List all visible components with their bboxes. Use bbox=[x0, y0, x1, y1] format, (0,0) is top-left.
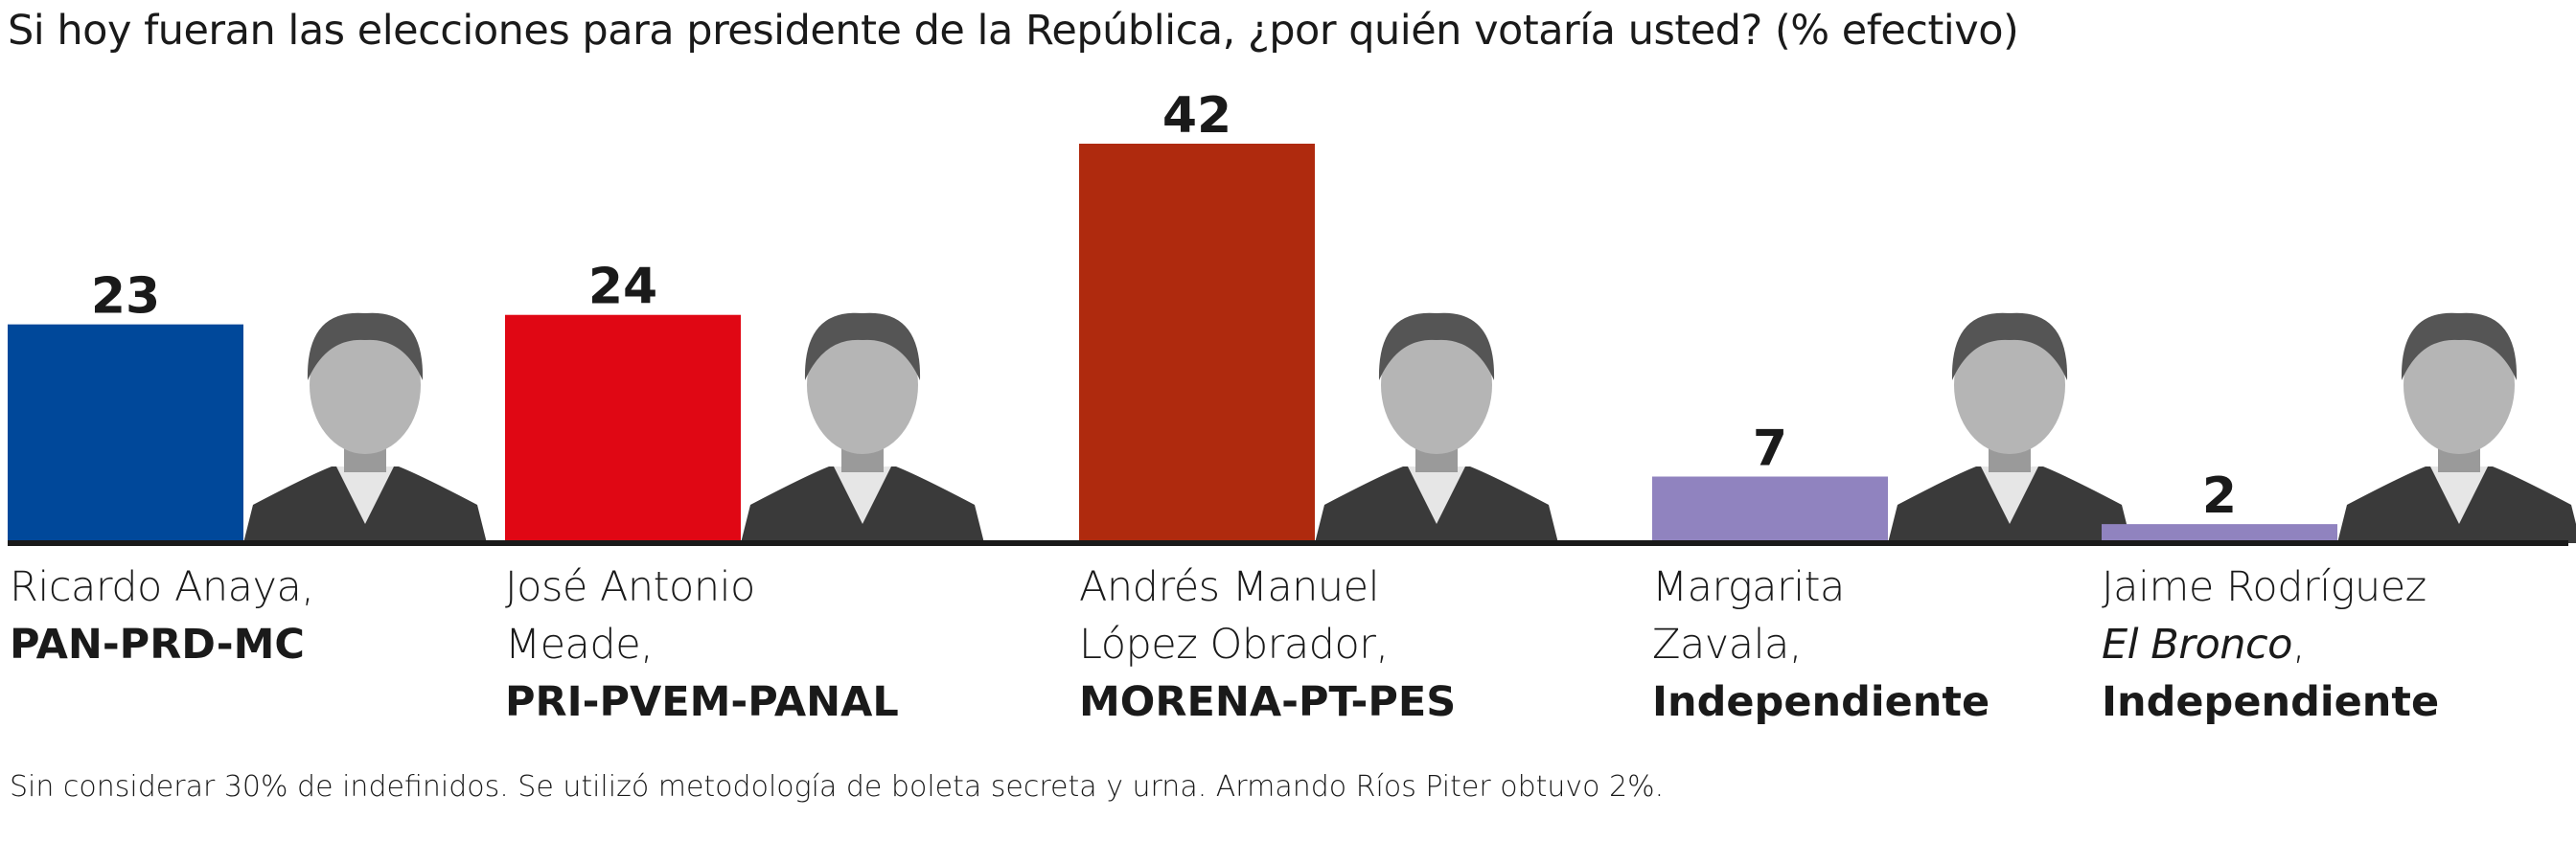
chart-title: Si hoy fueran las elecciones para presid… bbox=[8, 7, 2019, 55]
candidate-name-line: José Antonio bbox=[505, 563, 755, 611]
value-label-0: 23 bbox=[91, 268, 160, 326]
candidate-party: PRI-PVEM-PANAL bbox=[505, 678, 899, 726]
chart-footnote: Sin considerar 30% de indefinidos. Se ut… bbox=[10, 770, 1665, 804]
value-label-4: 2 bbox=[2202, 467, 2237, 525]
bar-2 bbox=[1079, 144, 1315, 543]
candidate-label-anaya: Ricardo Anaya, PAN-PRD-MC bbox=[10, 558, 314, 673]
candidate-portrait-icon bbox=[1315, 312, 1558, 543]
candidate-name-line: Andrés Manuel bbox=[1079, 563, 1380, 611]
bar-0 bbox=[8, 324, 243, 543]
candidate-name-line: López Obrador, bbox=[1079, 621, 1389, 669]
value-label-3: 7 bbox=[1753, 421, 1787, 478]
candidate-party: MORENA-PT-PES bbox=[1079, 678, 1457, 726]
candidate-name-line: Jaime Rodríguez bbox=[2102, 563, 2426, 611]
value-label-1: 24 bbox=[588, 259, 657, 316]
bar-1 bbox=[505, 314, 741, 543]
candidate-label-meade: José Antonio Meade, PRI-PVEM-PANAL bbox=[505, 558, 899, 731]
bar-4 bbox=[2102, 524, 2337, 543]
candidate-party: PAN-PRD-MC bbox=[10, 621, 305, 669]
candidate-label-rodriguez: Jaime Rodríguez El Bronco, Independiente bbox=[2102, 558, 2439, 731]
candidate-portrait-icon bbox=[2337, 312, 2576, 543]
candidate-portrait-icon bbox=[1888, 312, 2131, 543]
candidate-name-line: Margarita bbox=[1652, 563, 1845, 611]
candidate-party: Independiente bbox=[2102, 678, 2440, 726]
candidate-party: Independiente bbox=[1652, 678, 1990, 726]
candidate-portrait-icon bbox=[741, 312, 984, 543]
candidate-name-line: El Bronco, bbox=[2102, 616, 2439, 673]
candidate-label-zavala: Margarita Zavala, Independiente bbox=[1652, 558, 1990, 731]
candidate-name-line: Ricardo Anaya, bbox=[10, 563, 314, 611]
candidate-name-line: Meade, bbox=[505, 621, 654, 669]
value-label-2: 42 bbox=[1162, 87, 1231, 145]
candidate-nickname: El Bronco bbox=[2102, 621, 2292, 669]
candidate-portrait-icon bbox=[243, 312, 487, 543]
candidate-label-lopez-obrador: Andrés Manuel López Obrador, MORENA-PT-P… bbox=[1079, 558, 1456, 731]
nickname-comma: , bbox=[2291, 621, 2306, 669]
candidate-name-line: Zavala, bbox=[1652, 621, 1803, 669]
bar-3 bbox=[1652, 476, 1888, 543]
